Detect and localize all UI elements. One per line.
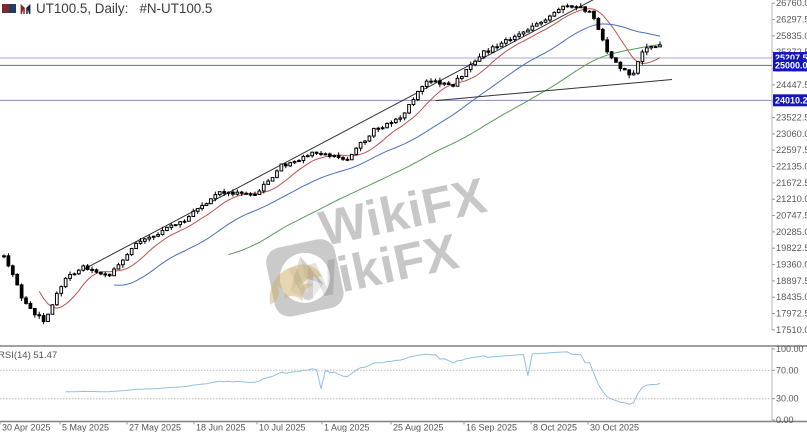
- svg-text:24447.5: 24447.5: [776, 80, 807, 90]
- svg-text:21672.5: 21672.5: [776, 178, 807, 188]
- svg-text:27 May 2025: 27 May 2025: [129, 423, 181, 432]
- svg-text:20285.0: 20285.0: [776, 227, 807, 237]
- svg-text:18 Jun 2025: 18 Jun 2025: [196, 423, 246, 432]
- svg-text:26297.5: 26297.5: [776, 15, 807, 25]
- svg-text:23060.0: 23060.0: [776, 129, 807, 139]
- svg-text:19360.0: 19360.0: [776, 260, 807, 270]
- svg-text:21210.0: 21210.0: [776, 194, 807, 204]
- svg-text:10 Jul 2025: 10 Jul 2025: [259, 423, 306, 432]
- svg-text:1 Aug 2025: 1 Aug 2025: [324, 423, 370, 432]
- svg-text:17972.5: 17972.5: [776, 309, 807, 319]
- svg-text:5 May 2025: 5 May 2025: [62, 423, 109, 432]
- svg-text:70.00: 70.00: [776, 365, 799, 375]
- svg-text:23522.5: 23522.5: [776, 113, 807, 123]
- svg-text:20747.5: 20747.5: [776, 211, 807, 221]
- svg-text:RSI(14) 51.47: RSI(14) 51.47: [0, 350, 57, 361]
- svg-text:8 Oct 2025: 8 Oct 2025: [533, 423, 577, 432]
- svg-text:100.00: 100.00: [776, 344, 804, 354]
- svg-text:30 Oct 2025: 30 Oct 2025: [590, 423, 639, 432]
- svg-text:30.00: 30.00: [776, 394, 799, 404]
- svg-text:17510.0: 17510.0: [776, 325, 807, 335]
- svg-text:25 Aug 2025: 25 Aug 2025: [393, 423, 444, 432]
- svg-text:30 Apr 2025: 30 Apr 2025: [2, 423, 51, 432]
- svg-text:18435.0: 18435.0: [776, 292, 807, 302]
- svg-text:16 Sep 2025: 16 Sep 2025: [466, 423, 517, 432]
- svg-text:25000.0: 25000.0: [775, 60, 807, 70]
- svg-text:0.00: 0.00: [776, 415, 794, 425]
- svg-text:18897.5: 18897.5: [776, 276, 807, 286]
- svg-text:25835.0: 25835.0: [776, 31, 807, 41]
- svg-text:19822.5: 19822.5: [776, 243, 807, 253]
- svg-text:24010.2: 24010.2: [775, 95, 807, 105]
- svg-text:22135.0: 22135.0: [776, 162, 807, 172]
- svg-text:22597.5: 22597.5: [776, 145, 807, 155]
